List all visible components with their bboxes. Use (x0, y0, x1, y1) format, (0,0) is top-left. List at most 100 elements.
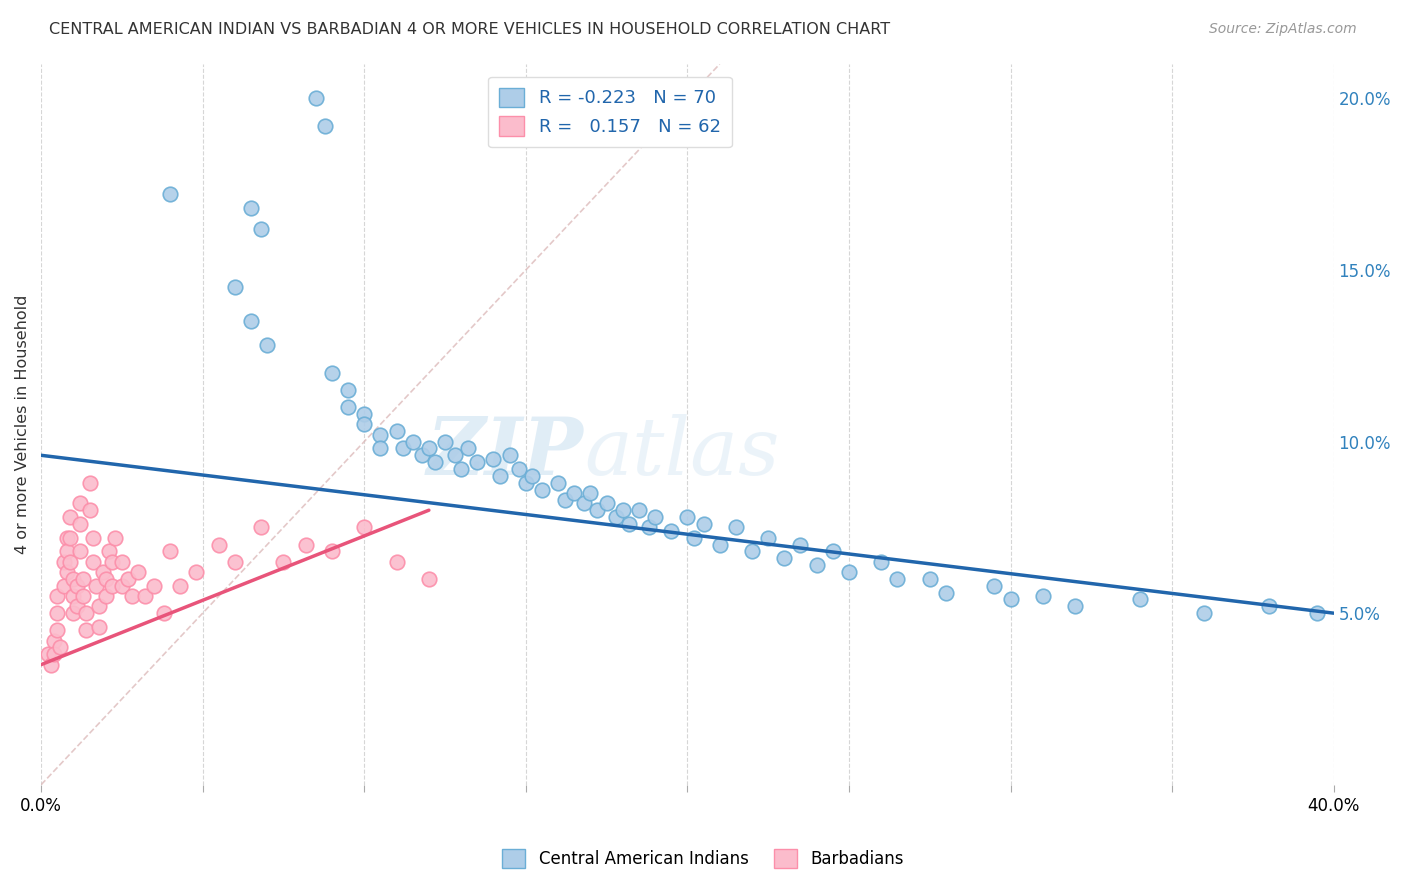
Point (692, 516, 714, 531)
Point (1032, 589, 1054, 603)
Point (52, 555, 75, 569)
Point (337, 401, 360, 415)
Point (159, 544, 181, 558)
Text: atlas: atlas (583, 415, 779, 492)
Point (515, 475, 537, 490)
Point (385, 555, 408, 569)
Point (89, 599, 111, 614)
Point (121, 589, 143, 603)
Point (821, 544, 844, 558)
Point (450, 462, 472, 476)
Point (370, 427, 392, 442)
Point (870, 555, 893, 569)
Point (1194, 606, 1216, 620)
Point (72, 589, 94, 603)
Point (418, 442, 440, 456)
Point (66, 579, 89, 593)
Point (91, 565, 114, 579)
Point (418, 572, 440, 586)
Point (337, 383, 360, 397)
Point (676, 510, 699, 524)
Point (42, 633, 65, 648)
Point (838, 565, 860, 579)
Point (39, 657, 62, 672)
Legend: Central American Indians, Barbadians: Central American Indians, Barbadians (495, 843, 911, 875)
Point (256, 338, 278, 352)
Point (72, 572, 94, 586)
Point (612, 503, 634, 517)
Point (547, 475, 569, 490)
Point (84, 579, 107, 593)
Point (482, 451, 505, 466)
Point (143, 579, 166, 593)
Point (741, 544, 763, 558)
Point (425, 455, 447, 469)
Point (1129, 592, 1152, 607)
Point (62, 589, 84, 603)
Point (79, 503, 101, 517)
Point (724, 520, 747, 534)
Point (522, 469, 544, 483)
Point (983, 579, 1005, 593)
Point (46, 606, 69, 620)
Point (1064, 599, 1087, 614)
Point (295, 537, 318, 551)
Point (37, 648, 59, 662)
Point (353, 417, 375, 432)
Text: ZIP: ZIP (427, 415, 583, 492)
Point (489, 469, 512, 483)
Point (935, 585, 957, 599)
Point (169, 579, 191, 593)
Point (605, 510, 627, 524)
Point (62, 572, 84, 586)
Point (886, 572, 908, 586)
Text: Source: ZipAtlas.com: Source: ZipAtlas.com (1209, 22, 1357, 37)
Point (101, 579, 124, 593)
Point (918, 572, 941, 586)
Point (1258, 599, 1281, 614)
Point (224, 555, 246, 569)
Point (69, 496, 91, 510)
Point (554, 492, 576, 507)
Point (467, 455, 489, 469)
Point (159, 187, 181, 202)
Point (789, 537, 811, 551)
Point (94, 572, 117, 586)
Point (240, 314, 263, 328)
Point (94, 589, 117, 603)
Point (644, 510, 666, 524)
Point (59, 555, 82, 569)
Point (104, 531, 127, 545)
Point (186, 565, 208, 579)
Point (385, 424, 408, 438)
Point (56, 531, 79, 545)
Point (457, 442, 479, 456)
Point (111, 555, 134, 569)
Point (208, 537, 231, 551)
Point (434, 434, 457, 449)
Point (411, 448, 433, 462)
Point (52, 579, 75, 593)
Point (69, 516, 91, 531)
Point (49, 640, 72, 655)
Point (498, 448, 520, 462)
Point (709, 537, 731, 551)
Point (111, 579, 134, 593)
Point (682, 531, 704, 545)
Point (321, 544, 343, 558)
Point (595, 496, 617, 510)
Point (443, 448, 465, 462)
Point (82, 531, 104, 545)
Point (370, 442, 392, 456)
Point (62, 606, 84, 620)
Point (59, 531, 82, 545)
Point (353, 407, 375, 421)
Point (637, 520, 659, 534)
Point (619, 516, 641, 531)
Point (46, 589, 69, 603)
Point (56, 565, 79, 579)
Point (250, 520, 273, 534)
Point (82, 555, 104, 569)
Point (127, 565, 149, 579)
Point (224, 280, 246, 294)
